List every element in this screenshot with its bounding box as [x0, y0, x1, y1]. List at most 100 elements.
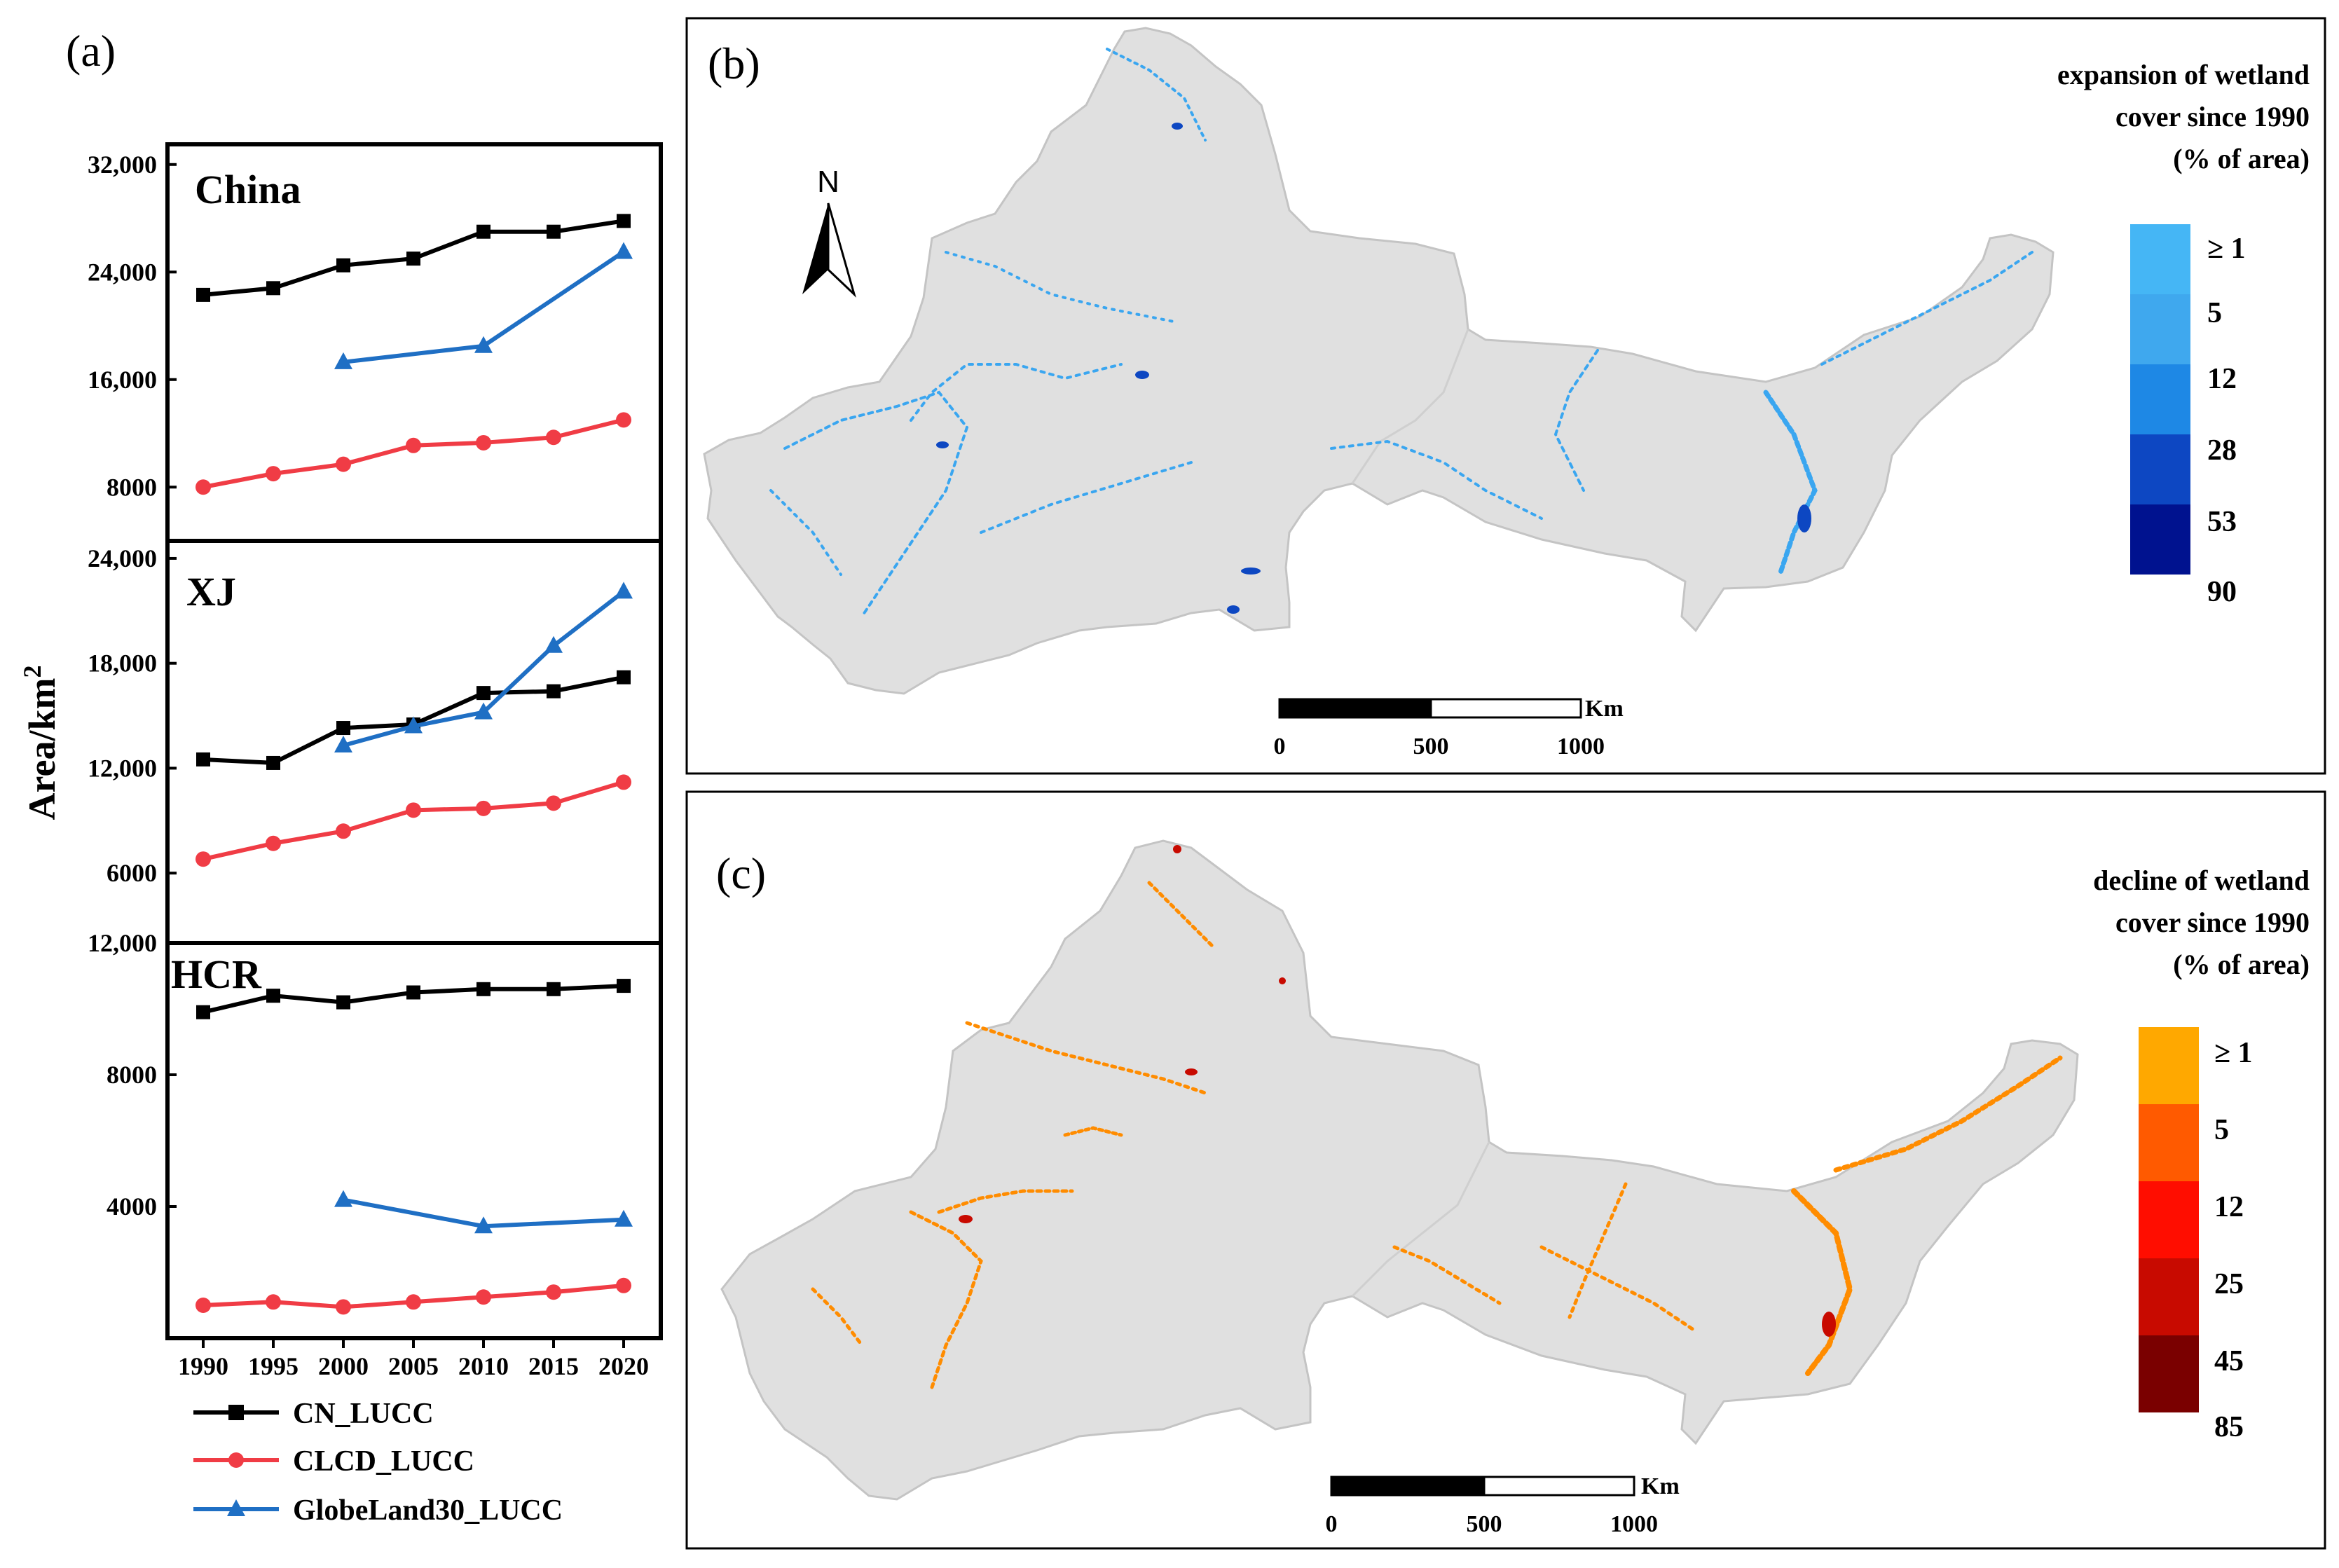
wetland-expansion-features [769, 48, 2033, 618]
data-point [196, 851, 211, 867]
legend-class-label: 12 [2214, 1191, 2244, 1223]
panel-c-label: (c) [716, 848, 766, 898]
data-point [615, 1209, 633, 1227]
data-point [617, 670, 631, 685]
ytick-label: 24,000 [88, 544, 157, 572]
scale-tick: 1000 [1610, 1511, 1658, 1537]
legend-class-label: ≥ 1 [2214, 1037, 2253, 1069]
wetland-river-path [1553, 349, 1599, 492]
wetland-hotspot [1279, 977, 1286, 984]
data-point [615, 242, 633, 259]
data-point [336, 1299, 351, 1315]
data-point [196, 287, 210, 302]
xtick-label: 1990 [178, 1352, 228, 1380]
xtick-label: 2015 [528, 1352, 579, 1380]
wetland-river-path [937, 1189, 1074, 1214]
legend-class-label: 45 [2214, 1345, 2244, 1377]
data-point [406, 985, 420, 1000]
legend-swatch [2130, 504, 2190, 575]
ytick-label: 32,000 [88, 151, 157, 179]
legend-title-line-3: (% of area) [2173, 949, 2310, 980]
legend-class-label: 90 [2207, 576, 2237, 608]
legend-class-label: 5 [2207, 297, 2222, 329]
panel-a-label: (a) [66, 26, 116, 76]
data-point [266, 755, 280, 770]
data-point [474, 702, 493, 720]
data-point [616, 774, 631, 790]
legend-swatch [2139, 1335, 2199, 1412]
scale-tick: 0 [1326, 1511, 1338, 1537]
xtick-label: 2020 [598, 1352, 649, 1380]
legend-label-clcd: CLCD_LUCC [293, 1445, 474, 1478]
data-point [476, 800, 491, 816]
panel-c: (c) decline of wetland cover since 1990 … [685, 790, 2326, 1550]
map-internal-boundary [1351, 1141, 1490, 1298]
data-point [196, 1298, 211, 1313]
data-point [336, 995, 350, 1010]
legend-marker-triangle [227, 1499, 245, 1516]
wetland-decline-features [811, 881, 2063, 1389]
wetland-river-path [1833, 1055, 2063, 1173]
north-arrow: N [802, 165, 856, 298]
wetland-river-path [1147, 881, 1214, 948]
scale-tick: 0 [1274, 734, 1286, 759]
legend-swatch [2130, 364, 2190, 434]
data-point [616, 1277, 631, 1293]
data-point [334, 735, 352, 752]
data-point [617, 979, 631, 993]
wetland-river-path [811, 1287, 864, 1347]
legend-title-line-2: cover since 1990 [2115, 101, 2310, 132]
wetland-hotspot [1227, 605, 1240, 614]
panel-a: (a) Area/km2 China XJ HCR 8000 16,000 24… [18, 26, 663, 1527]
wetland-river-path [783, 390, 969, 618]
wetland-river-path [769, 489, 842, 576]
wetland-hotspot [1185, 1068, 1198, 1075]
legend-title-line-2: cover since 1990 [2115, 907, 2310, 938]
data-point [476, 1289, 491, 1305]
legend-swatch [2139, 1104, 2199, 1181]
y-axis-label: Area/km2 [18, 666, 63, 820]
legend-swatch [2130, 294, 2190, 364]
legend-class-label: 25 [2214, 1268, 2244, 1300]
data-point [476, 982, 491, 996]
color-legend-b [2130, 224, 2190, 575]
data-point [547, 224, 561, 239]
panel-b: (b) N [685, 17, 2326, 775]
legend-class-label: 5 [2214, 1114, 2229, 1146]
wetland-river-path [945, 251, 1179, 324]
wetland-river-path [909, 1210, 983, 1389]
wetland-river-path [1791, 1188, 1853, 1376]
scale-bar-filled-segment [1278, 698, 1432, 719]
plot-area-china [167, 163, 633, 495]
legend-class-label: 28 [2207, 434, 2237, 467]
wetland-river-path [965, 1021, 1207, 1095]
wetland-river-path [1063, 1126, 1123, 1137]
legend-label-globeland: GlobeLand30_LUCC [293, 1494, 563, 1527]
data-point [406, 802, 421, 818]
scale-bar-c: Km 0 500 1000 [1326, 1473, 1680, 1537]
data-point [474, 336, 493, 353]
xtick-label: 2000 [318, 1352, 369, 1380]
map-region-shape [703, 27, 2055, 695]
wetland-hotspot [1172, 123, 1183, 130]
scale-bar-empty-segment [1429, 698, 1582, 719]
wetland-hotspot [1797, 504, 1811, 532]
scale-bar-filled-segment [1330, 1476, 1486, 1497]
wetland-hotspot [936, 441, 949, 448]
wetland-river-path [1539, 1245, 1698, 1333]
wetland-hotspot [1135, 371, 1149, 379]
yticks-china: 8000 16,000 24,000 32,000 [88, 151, 157, 501]
series-line-clcd_lucc [203, 780, 624, 862]
data-point [266, 989, 280, 1003]
legend-swatch [2139, 1258, 2199, 1335]
map-region-shape [720, 839, 2079, 1501]
ytick-label: 16,000 [88, 366, 157, 394]
wetland-river-path [910, 363, 1123, 422]
wetland-hotspot [959, 1215, 973, 1223]
wetland-river-path [1330, 439, 1543, 520]
ytick-label: 12,000 [88, 754, 157, 782]
legend-title-line-1: expansion of wetland [2057, 59, 2310, 90]
ytick-label: 24,000 [88, 258, 157, 286]
data-point [406, 252, 420, 266]
